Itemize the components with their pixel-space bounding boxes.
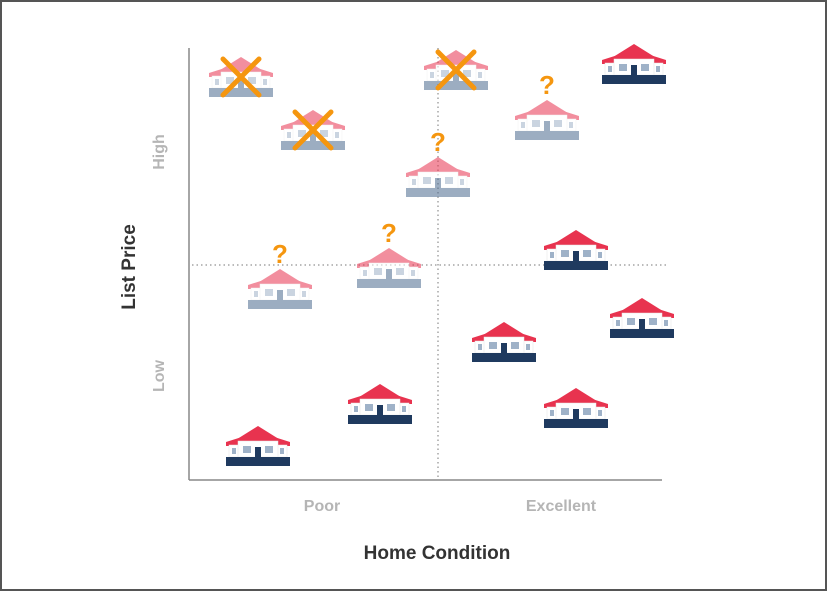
question-mark-icon: ?: [539, 70, 555, 100]
house-faded-crossed: [280, 109, 346, 151]
house-faded-question: ?: [405, 127, 471, 198]
house-icon: [543, 387, 609, 429]
question-mark-icon: ?: [430, 127, 446, 157]
y-high-label: High: [151, 134, 168, 170]
house-icon: [356, 247, 422, 289]
house-icon: [247, 268, 313, 310]
house-faded-question: ?: [356, 218, 422, 289]
house-normal: [601, 43, 667, 85]
house-normal: [225, 425, 291, 467]
house-icon: [347, 383, 413, 425]
question-mark-icon: ?: [381, 218, 397, 248]
house-icon: [405, 156, 471, 198]
house-icon: [225, 425, 291, 467]
house-normal: [471, 321, 537, 363]
y-axis-title: List Price: [119, 224, 140, 310]
cross-icon: [435, 49, 477, 91]
house-faded-crossed: [423, 49, 489, 91]
x-axis-title: Home Condition: [363, 543, 511, 564]
house-normal: [609, 297, 675, 339]
house-normal: [347, 383, 413, 425]
house-faded-question: ?: [514, 70, 580, 141]
house-icon: [471, 321, 537, 363]
y-low-label: Low: [151, 360, 168, 392]
x-poor-label: Poor: [303, 498, 341, 515]
house-normal: [543, 229, 609, 271]
house-icon: [609, 297, 675, 339]
question-mark-icon: ?: [272, 239, 288, 269]
house-faded-crossed: [208, 56, 274, 98]
house-icon: [514, 99, 580, 141]
house-icon: [601, 43, 667, 85]
cross-icon: [292, 109, 334, 151]
cross-icon: [220, 56, 262, 98]
house-faded-question: ?: [247, 239, 313, 310]
house-normal: [543, 387, 609, 429]
x-excellent-label: Excellent: [525, 498, 597, 515]
house-icon: [543, 229, 609, 271]
